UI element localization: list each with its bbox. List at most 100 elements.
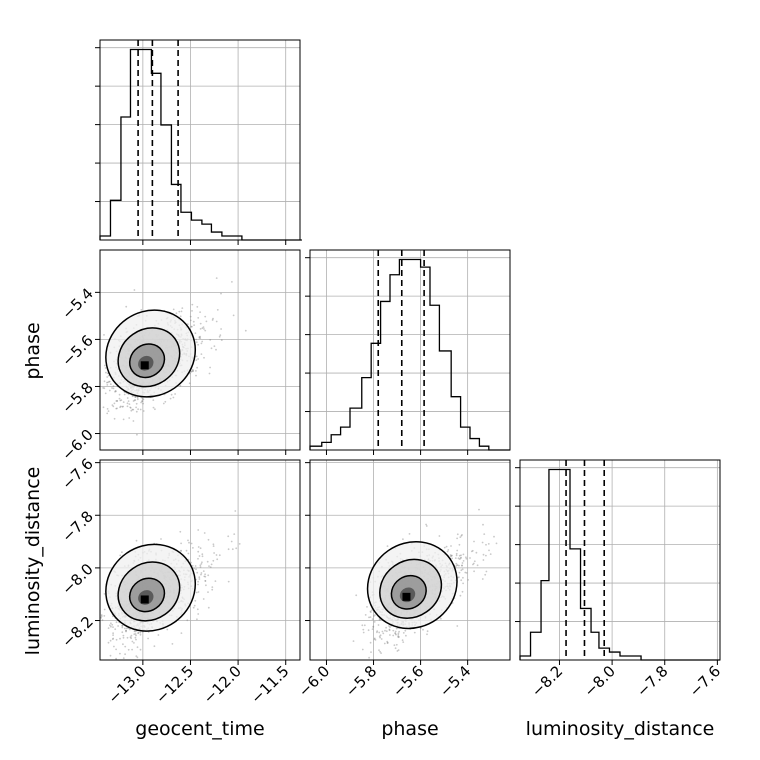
hist-luminosity-distance-frame xyxy=(519,459,721,661)
scatter-lum-phase-sample-point xyxy=(386,641,389,644)
scatter-lum-geocent-sample-point xyxy=(112,637,115,640)
scatter-phase-geocent-sample-point xyxy=(115,400,118,402)
scatter-lum-geocent-sample-point xyxy=(235,547,238,550)
scatter-lum-phase-sample-point xyxy=(487,543,490,545)
scatter-lum-geocent-sample-point xyxy=(179,530,182,533)
scatter-lum-phase-sample-point xyxy=(370,651,372,653)
hist-geocent-time-step-line xyxy=(99,48,302,241)
scatter-phase-geocent-sample-point xyxy=(203,328,205,330)
x-axis-label-geocent-time: geocent_time xyxy=(135,718,264,740)
scatter-phase-geocent-sample-point xyxy=(179,315,182,318)
scatter-lum-phase-sample-point xyxy=(419,627,422,630)
hist-panel-geocent-time xyxy=(95,39,302,245)
scatter-lum-phase-sample-point xyxy=(458,558,461,560)
scatter-phase-geocent-sample-point xyxy=(219,334,222,337)
scatter-lum-phase-density-peak xyxy=(402,592,411,601)
scatter-lum-geocent-sample-point xyxy=(193,567,195,570)
scatter-lum-geocent-sample-point xyxy=(199,547,202,550)
scatter-lum-phase-sample-point xyxy=(461,564,463,567)
scatter-lum-geocent-sample-point xyxy=(135,539,138,542)
scatter-lum-phase-sample-point xyxy=(426,630,429,633)
scatter-lum-phase-sample-point xyxy=(373,638,376,641)
scatter-phase-geocent-sample-point xyxy=(114,390,117,392)
scatter-lum-phase-sample-point xyxy=(397,636,400,639)
scatter-lum-phase-xtick-label: −5.4 xyxy=(436,662,474,700)
scatter-phase-geocent-sample-point xyxy=(102,387,104,389)
scatter-lum-geocent-contour xyxy=(117,561,181,622)
scatter-lum-phase-sample-point xyxy=(460,569,463,572)
scatter-phase-geocent-sample-point xyxy=(105,371,107,374)
scatter-phase-geocent-sample-point xyxy=(190,370,193,372)
scatter-phase-geocent-sample-point xyxy=(188,382,191,385)
scatter-lum-phase-sample-point xyxy=(362,628,365,631)
scatter-lum-phase-sample-point xyxy=(378,635,381,638)
scatter-lum-geocent-ytick-label: −8.2 xyxy=(58,613,96,651)
scatter-lum-phase-contour xyxy=(390,574,427,610)
scatter-lum-geocent-sample-point xyxy=(202,598,205,600)
scatter-lum-phase-sample-point xyxy=(394,632,396,634)
scatter-lum-geocent-sample-point xyxy=(207,574,210,577)
scatter-phase-geocent-sample-point xyxy=(201,327,204,330)
scatter-phase-geocent-sample-point xyxy=(106,412,109,415)
scatter-lum-phase-sample-point xyxy=(459,557,462,560)
scatter-lum-geocent-sample-point xyxy=(130,634,133,637)
scatter-lum-geocent-sample-point xyxy=(180,632,183,634)
scatter-lum-geocent-sample-point xyxy=(103,615,106,617)
scatter-lum-phase-sample-point xyxy=(398,630,400,633)
scatter-lum-geocent-sample-point xyxy=(204,580,207,582)
scatter-phase-geocent-sample-point xyxy=(132,408,135,411)
scatter-lum-geocent-sample-point xyxy=(114,628,117,631)
scatter-lum-phase-sample-point xyxy=(394,647,397,650)
hist-panel-phase xyxy=(305,249,511,455)
scatter-lum-geocent-sample-point xyxy=(124,645,127,648)
scatter-lum-geocent-sample-point xyxy=(227,580,230,583)
scatter-phase-geocent-sample-point xyxy=(195,359,198,361)
scatter-lum-geocent-sample-point xyxy=(197,613,200,615)
scatter-lum-phase-sample-point xyxy=(395,627,398,630)
scatter-phase-geocent-sample-point xyxy=(103,387,106,390)
scatter-phase-geocent-sample-point xyxy=(189,315,192,318)
scatter-lum-phase-sample-point xyxy=(495,542,498,545)
scatter-lum-geocent-sample-point xyxy=(195,568,197,571)
scatter-lum-phase-sample-point xyxy=(396,650,399,652)
scatter-lum-phase-sample-point xyxy=(380,638,383,640)
scatter-lum-geocent-sample-point xyxy=(192,606,195,609)
scatter-lum-geocent-sample-point xyxy=(180,550,182,552)
scatter-lum-geocent-sample-point xyxy=(190,561,193,564)
scatter-phase-geocent-sample-point xyxy=(195,374,197,377)
scatter-phase-geocent-sample-point xyxy=(122,405,124,408)
x-axis-label-phase: phase xyxy=(381,718,438,740)
scatter-lum-phase-sample-point xyxy=(455,562,458,565)
scatter-lum-phase-sample-point xyxy=(481,578,484,580)
scatter-lum-phase-sample-point xyxy=(392,634,395,637)
scatter-lum-geocent-sample-point xyxy=(213,552,216,554)
scatter-phase-geocent-sample-point xyxy=(152,399,155,401)
scatter-lum-geocent-sample-point xyxy=(134,630,137,633)
scatter-phase-geocent-sample-point xyxy=(200,342,203,345)
scatter-lum-phase-sample-point xyxy=(456,625,459,627)
scatter-lum-geocent-sample-point xyxy=(198,555,201,557)
scatter-lum-phase-sample-point xyxy=(482,559,485,561)
scatter-lum-phase-sample-point xyxy=(386,640,389,643)
scatter-phase-geocent-sample-point xyxy=(112,387,115,390)
scatter-lum-geocent-sample-point xyxy=(209,566,212,568)
scatter-lum-phase-sample-point xyxy=(371,628,374,630)
scatter-lum-geocent-sample-point xyxy=(207,591,209,593)
scatter-phase-geocent-sample-point xyxy=(134,399,137,401)
scatter-lum-phase-sample-point xyxy=(485,543,487,546)
scatter-lum-phase-sample-point xyxy=(465,556,467,559)
scatter-lum-geocent-xtick-label: −12.5 xyxy=(152,662,197,707)
scatter-lum-geocent-sample-point xyxy=(136,656,139,659)
scatter-lum-phase-sample-point xyxy=(394,632,397,635)
scatter-lum-phase-sample-point xyxy=(388,629,391,632)
scatter-phase-geocent-sample-point xyxy=(215,320,218,323)
scatter-phase-geocent-sample-point xyxy=(175,312,178,315)
scatter-phase-geocent-sample-point xyxy=(211,319,214,321)
scatter-phase-geocent-sample-point xyxy=(135,402,138,405)
scatter-lum-phase-sample-point xyxy=(464,571,467,574)
scatter-lum-phase-sample-point xyxy=(408,533,411,535)
scatter-lum-geocent-contour xyxy=(128,577,166,613)
scatter-lum-geocent-sample-point xyxy=(125,629,127,632)
scatter-lum-phase-sample-point xyxy=(445,545,448,548)
